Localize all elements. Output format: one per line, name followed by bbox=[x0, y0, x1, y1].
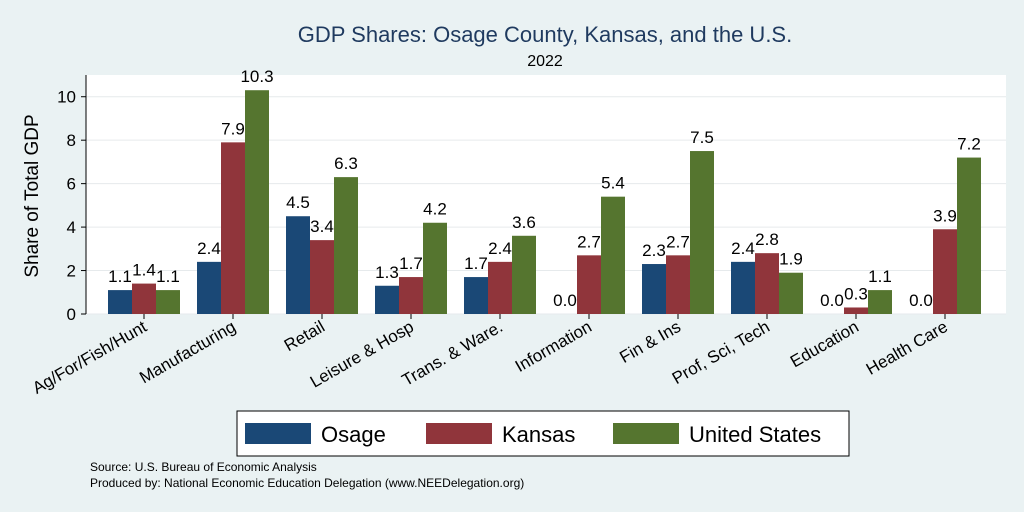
bar-united-states bbox=[601, 196, 625, 314]
data-label: 7.9 bbox=[221, 119, 245, 138]
data-label: 4.2 bbox=[423, 200, 447, 219]
bar-kansas bbox=[488, 261, 512, 314]
chart-subtitle: 2022 bbox=[527, 53, 563, 70]
chart-title: GDP Shares: Osage County, Kansas, and th… bbox=[298, 22, 792, 47]
bar-kansas bbox=[310, 240, 334, 314]
x-category-label: Education bbox=[787, 317, 862, 371]
source-note: Source: U.S. Bureau of Economic Analysis bbox=[90, 460, 317, 474]
bar-united-states bbox=[334, 177, 358, 314]
bar-kansas bbox=[132, 283, 156, 314]
x-category-label: Ag/For/Fish/Hunt bbox=[29, 317, 150, 398]
data-label: 2.8 bbox=[755, 230, 779, 249]
legend-label: Osage bbox=[321, 422, 386, 447]
y-ticks: 0 2 4 6 8 10 bbox=[57, 88, 86, 324]
x-category-label: Health Care bbox=[863, 317, 951, 379]
bar-osage bbox=[286, 216, 310, 314]
data-label: 0.0 bbox=[820, 291, 844, 310]
data-label: 7.2 bbox=[957, 135, 981, 154]
data-label: 6.3 bbox=[334, 154, 358, 173]
y-tick-label: 10 bbox=[57, 88, 76, 107]
legend-swatch bbox=[426, 423, 492, 444]
data-label: 0.0 bbox=[553, 291, 577, 310]
bar-kansas bbox=[755, 253, 779, 314]
data-label: 2.7 bbox=[666, 232, 690, 251]
data-label: 0.0 bbox=[909, 291, 933, 310]
data-label: 1.3 bbox=[375, 263, 399, 282]
legend-swatch bbox=[613, 423, 679, 444]
value-labels: 1.1 1.4 1.12.47.910.34.53.46.31.3 1.74.21.7… bbox=[108, 67, 981, 310]
bar-osage bbox=[731, 261, 755, 314]
y-tick-label: 8 bbox=[67, 131, 76, 150]
data-label: 1.1 bbox=[868, 267, 892, 286]
legend-box bbox=[236, 410, 850, 457]
data-label: 7.5 bbox=[690, 128, 714, 147]
data-label: 2.3 bbox=[642, 241, 666, 260]
bar-osage bbox=[642, 264, 666, 314]
bar-united-states bbox=[245, 90, 269, 314]
x-category-label: Manufacturing bbox=[136, 317, 239, 387]
bar-osage bbox=[108, 290, 132, 314]
data-label: 1.7 bbox=[399, 254, 423, 273]
data-label: 1.7 bbox=[464, 254, 488, 273]
legend: Osage Kansas United States bbox=[236, 410, 850, 457]
produced-by-note: Produced by: National Economic Education… bbox=[90, 476, 524, 490]
data-label: 5.4 bbox=[601, 174, 625, 193]
data-label: 1.9 bbox=[779, 250, 803, 269]
data-label: 3.6 bbox=[512, 213, 536, 232]
bar-kansas bbox=[577, 255, 601, 314]
bar-united-states bbox=[690, 151, 714, 314]
data-label: 0.3 bbox=[844, 284, 868, 303]
y-tick-label: 6 bbox=[67, 175, 76, 194]
bar-kansas bbox=[399, 277, 423, 314]
bar-kansas bbox=[666, 255, 690, 314]
legend-swatch bbox=[245, 423, 311, 444]
data-label: 2.4 bbox=[488, 239, 512, 258]
bar-united-states bbox=[868, 290, 892, 314]
data-label: 2.7 bbox=[577, 232, 601, 251]
bar-osage bbox=[375, 285, 399, 314]
x-category-label: Prof, Sci, Tech bbox=[669, 317, 773, 388]
data-label: 1.1 bbox=[108, 267, 132, 286]
y-tick-label: 0 bbox=[67, 305, 76, 324]
bar-united-states bbox=[512, 235, 536, 314]
bar-kansas bbox=[933, 229, 957, 314]
y-tick-label: 2 bbox=[67, 262, 76, 281]
data-label: 1.1 bbox=[156, 267, 180, 286]
bar-osage bbox=[197, 261, 221, 314]
x-category-label: Trans. & Ware. bbox=[399, 317, 506, 390]
bar-kansas bbox=[221, 142, 245, 314]
data-label: 4.5 bbox=[286, 193, 310, 212]
legend-label: Kansas bbox=[502, 422, 575, 447]
data-label: 3.4 bbox=[310, 217, 334, 236]
bar-kansas bbox=[844, 307, 868, 314]
x-category-label: Information bbox=[512, 317, 595, 376]
bars bbox=[108, 90, 981, 314]
y-axis-label: Share of Total GDP bbox=[22, 114, 43, 277]
bar-united-states bbox=[156, 290, 180, 314]
bar-united-states bbox=[779, 272, 803, 314]
x-category-label: Retail bbox=[281, 317, 328, 355]
data-label: 3.9 bbox=[933, 206, 957, 225]
y-tick-label: 4 bbox=[67, 218, 76, 237]
data-label: 10.3 bbox=[240, 67, 273, 86]
legend-label: United States bbox=[689, 422, 821, 447]
data-label: 2.4 bbox=[197, 239, 221, 258]
x-category-label: Fin & Ins bbox=[616, 317, 684, 367]
data-label: 2.4 bbox=[731, 239, 755, 258]
bar-osage bbox=[464, 277, 488, 314]
bar-united-states bbox=[957, 157, 981, 314]
bar-united-states bbox=[423, 222, 447, 314]
data-label: 1.4 bbox=[132, 261, 156, 280]
